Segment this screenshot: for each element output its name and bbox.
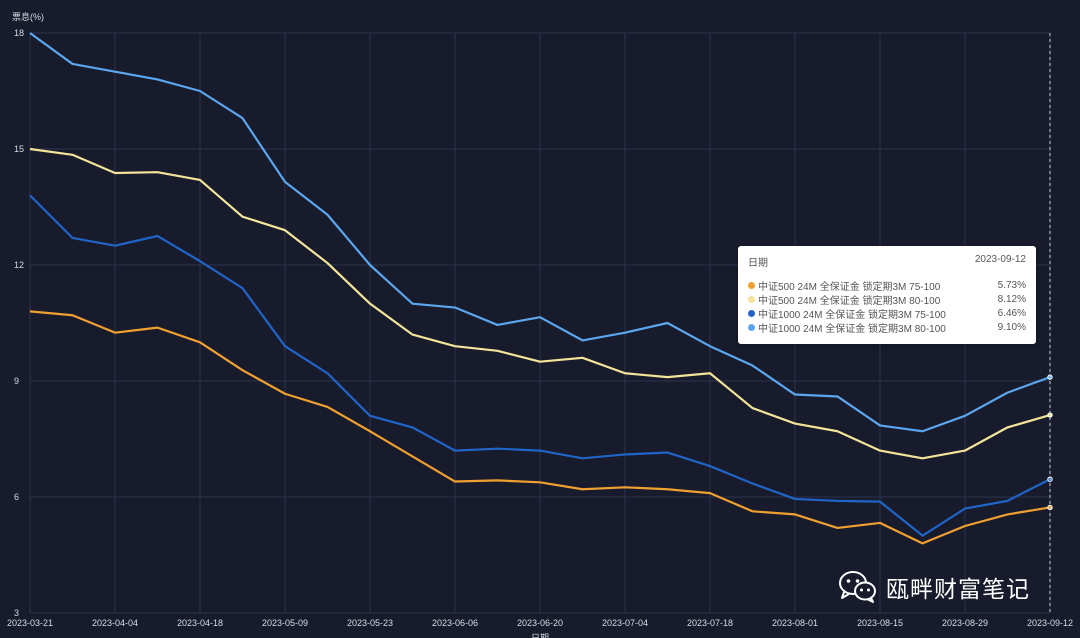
x-tick-label: 2023-07-04 xyxy=(602,618,648,628)
y-tick-label: 3 xyxy=(14,608,19,618)
watermark: 瓯畔财富笔记 xyxy=(838,570,1030,604)
x-axis-ticks: 2023-03-21 2023-04-04 2023-04-18 2023-05-09… xyxy=(7,618,1073,628)
tooltip-series-value: 9.10% xyxy=(997,321,1026,333)
y-tick-label: 15 xyxy=(14,144,24,154)
wechat-icon xyxy=(839,571,876,603)
tooltip-row: 中证1000 24M 全保证金 锁定期3M 80-100 9.10% xyxy=(748,320,1026,335)
tooltip-series-name: 中证500 24M 全保证金 锁定期3M 75-100 xyxy=(758,281,941,293)
tooltip-series-name: 中证500 24M 全保证金 锁定期3M 80-100 xyxy=(758,295,941,307)
x-tick-label: 2023-04-04 xyxy=(92,618,138,628)
series-line-3 xyxy=(29,32,1051,433)
y-tick-label: 18 xyxy=(14,28,24,38)
tooltip-series-name: 中证1000 24M 全保证金 锁定期3M 75-100 xyxy=(758,309,946,321)
legend-dot-icon xyxy=(748,323,755,331)
x-tick-label: 2023-08-15 xyxy=(857,618,903,628)
tooltip-series-value: 8.12% xyxy=(997,293,1026,305)
x-tick-label: 2023-03-21 xyxy=(7,618,53,628)
y-tick-label: 12 xyxy=(14,260,24,270)
tooltip-date: 2023-09-12 xyxy=(974,254,1026,265)
x-tick-label: 2023-08-01 xyxy=(772,618,818,628)
x-tick-label: 2023-08-29 xyxy=(942,618,988,628)
x-axis-title: 日期 xyxy=(531,633,549,638)
tooltip-rows: 中证500 24M 全保证金 锁定期3M 75-100 5.73% 中证500 … xyxy=(738,270,1036,335)
y-axis-ticks: 3 6 9 12 15 18 xyxy=(14,28,24,618)
tooltip-row: 中证500 24M 全保证金 锁定期3M 80-100 8.12% xyxy=(748,292,1026,307)
x-tick-label: 2023-09-12 xyxy=(1027,618,1073,628)
legend-dot-icon xyxy=(748,281,755,289)
tooltip-series-name: 中证1000 24M 全保证金 锁定期3M 80-100 xyxy=(758,323,946,335)
chart-tooltip: 日期 2023-09-12 中证500 24M 全保证金 锁定期3M 75-10… xyxy=(738,246,1036,344)
x-tick-label: 2023-06-06 xyxy=(432,618,478,628)
y-tick-label: 9 xyxy=(14,376,19,386)
x-tick-label: 2023-07-18 xyxy=(687,618,733,628)
watermark-text: 瓯畔财富笔记 xyxy=(886,576,1030,602)
x-tick-label: 2023-04-18 xyxy=(177,618,223,628)
tooltip-row: 中证500 24M 全保证金 锁定期3M 75-100 5.73% xyxy=(748,278,1026,293)
series-line-0 xyxy=(29,310,1051,545)
tooltip-row: 中证1000 24M 全保证金 锁定期3M 75-100 6.46% xyxy=(748,306,1026,321)
series-line-2 xyxy=(29,194,1051,537)
x-tick-label: 2023-05-09 xyxy=(262,618,308,628)
tooltip-series-value: 6.46% xyxy=(997,307,1026,319)
legend-dot-icon xyxy=(748,295,755,303)
legend-dot-icon xyxy=(748,309,755,317)
y-tick-label: 6 xyxy=(14,492,19,502)
tooltip-header-label: 日期 xyxy=(748,258,768,269)
series-lines xyxy=(29,32,1053,545)
x-tick-label: 2023-05-23 xyxy=(347,618,393,628)
tooltip-series-value: 5.73% xyxy=(997,279,1026,291)
series-line-1 xyxy=(29,147,1051,460)
x-tick-label: 2023-06-20 xyxy=(517,618,563,628)
y-axis-title: 票息(%) xyxy=(12,11,44,22)
